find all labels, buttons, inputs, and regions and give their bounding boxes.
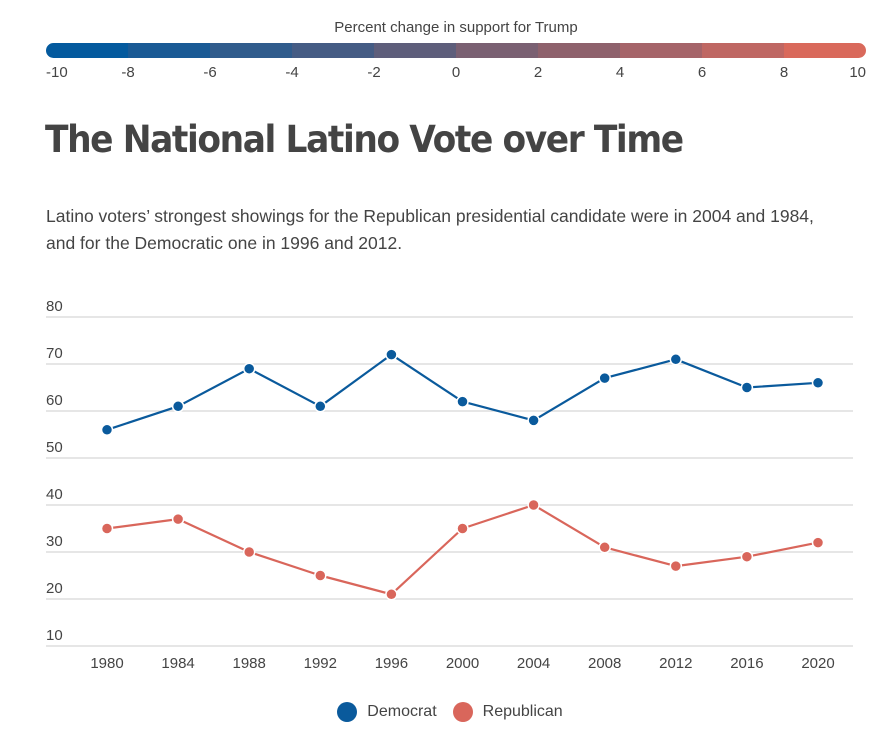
chart-subtitle: Latino voters’ strongest showings for th…: [46, 206, 814, 253]
data-point-democrat[interactable]: [811, 376, 825, 390]
x-tick-label: 1984: [161, 655, 194, 672]
x-tick-label: 1992: [304, 655, 337, 672]
chart-legend: Democrat Republican: [0, 702, 880, 722]
color-scale-tick-label: 2: [533, 64, 543, 81]
legend-swatch-republican: [452, 702, 473, 722]
color-scale-tick-label: -2: [367, 64, 381, 81]
x-tick-label: 2016: [730, 655, 763, 672]
y-tick-label: 10: [46, 627, 63, 644]
series-line-democrat: [106, 353, 819, 431]
data-point-republican[interactable]: [598, 541, 611, 554]
color-scale-segment: [538, 43, 620, 58]
data-point-republican[interactable]: [456, 522, 469, 535]
data-point-democrat[interactable]: [171, 400, 185, 413]
y-tick-label: 30: [46, 533, 63, 550]
color-scale-segment: [292, 43, 374, 58]
color-scale-tick-label: 10: [849, 64, 866, 81]
data-point-democrat[interactable]: [456, 395, 469, 408]
color-scale-tick-label: -4: [285, 64, 299, 81]
data-point-republican[interactable]: [740, 550, 754, 563]
legend-item-democrat[interactable]: Democrat: [337, 702, 437, 722]
data-point-republican[interactable]: [527, 498, 540, 512]
data-point-republican[interactable]: [385, 588, 398, 601]
color-scale-tick-label: 8: [779, 64, 789, 81]
color-scale-segment: [210, 43, 292, 58]
data-point-democrat[interactable]: [669, 353, 683, 366]
data-point-republican[interactable]: [314, 569, 327, 582]
y-tick-label: 80: [46, 298, 63, 315]
x-tick-label: 1996: [375, 655, 408, 672]
data-point-republican[interactable]: [100, 522, 114, 535]
data-point-republican[interactable]: [811, 536, 825, 549]
y-tick-label: 20: [46, 580, 63, 597]
y-tick-label: 50: [46, 439, 63, 456]
color-scale-segment: [128, 43, 210, 58]
legend-label-republican: Republican: [482, 703, 563, 720]
data-point-democrat[interactable]: [314, 400, 327, 413]
y-tick-label: 70: [46, 345, 63, 362]
color-scale-segment: [784, 43, 866, 58]
data-point-republican[interactable]: [669, 559, 683, 573]
color-scale-bar: [46, 43, 866, 58]
color-scale-title: Percent change in support for Trump: [334, 19, 578, 36]
color-scale-segment: [46, 43, 128, 58]
legend-swatch-democrat: [337, 702, 358, 722]
data-point-republican[interactable]: [242, 545, 256, 559]
legend-item-republican[interactable]: Republican: [452, 702, 563, 722]
color-scale-tick-label: -10: [46, 64, 68, 81]
data-point-democrat[interactable]: [100, 423, 114, 437]
x-tick-label: 2020: [801, 655, 834, 672]
x-tick-label: 2000: [446, 655, 479, 672]
data-point-democrat[interactable]: [385, 348, 398, 361]
color-scale-tick-label: -8: [121, 64, 135, 81]
data-point-democrat[interactable]: [740, 381, 754, 394]
color-scale-tick-label: -6: [203, 64, 217, 81]
data-point-democrat[interactable]: [598, 371, 611, 385]
x-tick-label: 2008: [588, 655, 621, 672]
x-tick-label: 2012: [659, 655, 692, 672]
color-scale-segment: [702, 43, 784, 58]
data-point-democrat[interactable]: [527, 414, 540, 427]
color-scale-ticks: -10 -8 -6 -4 -2 0 2 4 6 8 10: [46, 64, 866, 84]
x-tick-label: 2004: [517, 655, 550, 672]
chart-title: The National Latino Vote over Time: [45, 118, 684, 161]
x-tick-label: 1980: [90, 655, 123, 672]
data-point-republican[interactable]: [171, 512, 185, 526]
data-point-democrat[interactable]: [242, 362, 256, 375]
x-tick-label: 1988: [233, 655, 266, 672]
color-scale-segment: [456, 43, 538, 58]
series-line-republican: [106, 503, 819, 596]
y-tick-label: 40: [46, 486, 63, 503]
color-scale-tick-label: 6: [697, 64, 707, 81]
color-scale-segment: [620, 43, 702, 58]
color-scale-segment: [374, 43, 456, 58]
y-tick-label: 60: [46, 392, 63, 409]
color-scale-tick-label: 0: [451, 64, 461, 81]
legend-label-democrat: Democrat: [367, 703, 437, 720]
color-scale-tick-label: 4: [615, 64, 625, 81]
